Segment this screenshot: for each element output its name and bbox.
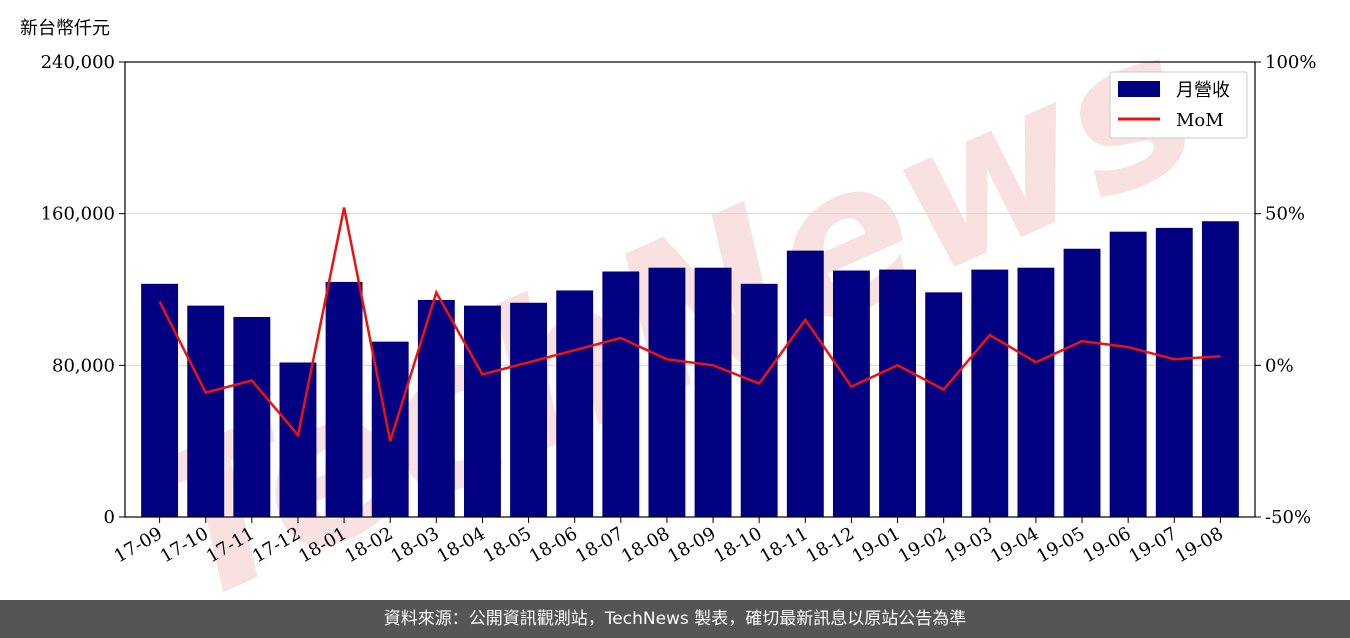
mom-line [158,207,1221,442]
x-tick-label: 19-04 [987,523,1042,567]
bar [464,305,501,517]
x-tick-label: 19-01 [849,523,904,567]
x-tick-label: 18-07 [572,523,627,567]
x-tick-label: 19-02 [895,523,950,567]
bar [925,292,963,517]
bar [279,362,317,517]
x-tick-label: 18-09 [664,523,719,567]
bar [648,267,686,517]
bar [740,283,778,517]
bar [786,250,824,517]
y-left-tick-label: 80,000 [52,355,115,376]
y-left-tick-label: 0 [104,507,115,528]
x-tick-label: 19-05 [1033,523,1088,567]
bar [602,271,640,517]
bar-series [141,221,1239,518]
bar [187,305,225,517]
y-right-tick-label: 50% [1265,204,1305,225]
bar [971,269,1009,517]
y-right-tick-label: 0% [1265,355,1294,376]
x-tick-label: 18-05 [480,523,535,567]
bar [1109,231,1147,518]
plot-frame [124,61,1256,518]
x-tick-label: 18-12 [802,523,857,567]
bar [879,269,916,517]
bar [371,341,409,517]
source-footer: 資料來源：公開資訊觀測站，TechNews 製表，確切最新訊息以原站公告為準 [0,600,1350,638]
bar [141,283,179,517]
legend-swatch-bar [1118,81,1160,97]
bar [325,281,363,517]
y-axis-right: -50% 0% 50% 100% [1255,52,1316,528]
y-axis-left: 0 80,000 160,000 240,000 [41,52,125,528]
x-tick-label: 19-06 [1079,523,1134,567]
x-tick-label: 19-03 [941,523,996,567]
bar [1017,267,1055,517]
legend-label-mom: MoM [1176,110,1224,131]
x-tick-label: 18-11 [756,523,811,567]
y-left-tick-label: 160,000 [41,204,115,225]
bar [510,302,548,517]
bar [694,267,732,517]
bar [1201,221,1239,517]
bar [233,316,271,517]
legend: 月營收 MoM [1109,71,1248,139]
y-right-tick-label: -50% [1265,507,1311,528]
bar [832,270,870,517]
x-tick-label: 17-09 [111,523,166,567]
bar [556,290,594,517]
x-tick-label: 19-08 [1171,523,1226,567]
x-tick-label: 18-06 [526,523,581,567]
x-tick-label: 18-10 [710,523,765,567]
legend-label-revenue: 月營收 [1176,80,1230,101]
bar [1063,248,1101,518]
y-axis-unit-label: 新台幣仟元 [20,18,110,39]
revenue-chart: TechNews 17-0917-1017-1117-1218-0118-021… [41,0,1317,600]
bar [1155,227,1193,517]
y-left-tick-label: 240,000 [41,52,115,73]
x-tick-label: 18-08 [618,523,673,567]
y-right-tick-label: 100% [1265,52,1316,73]
x-tick-label: 19-07 [1125,523,1180,567]
